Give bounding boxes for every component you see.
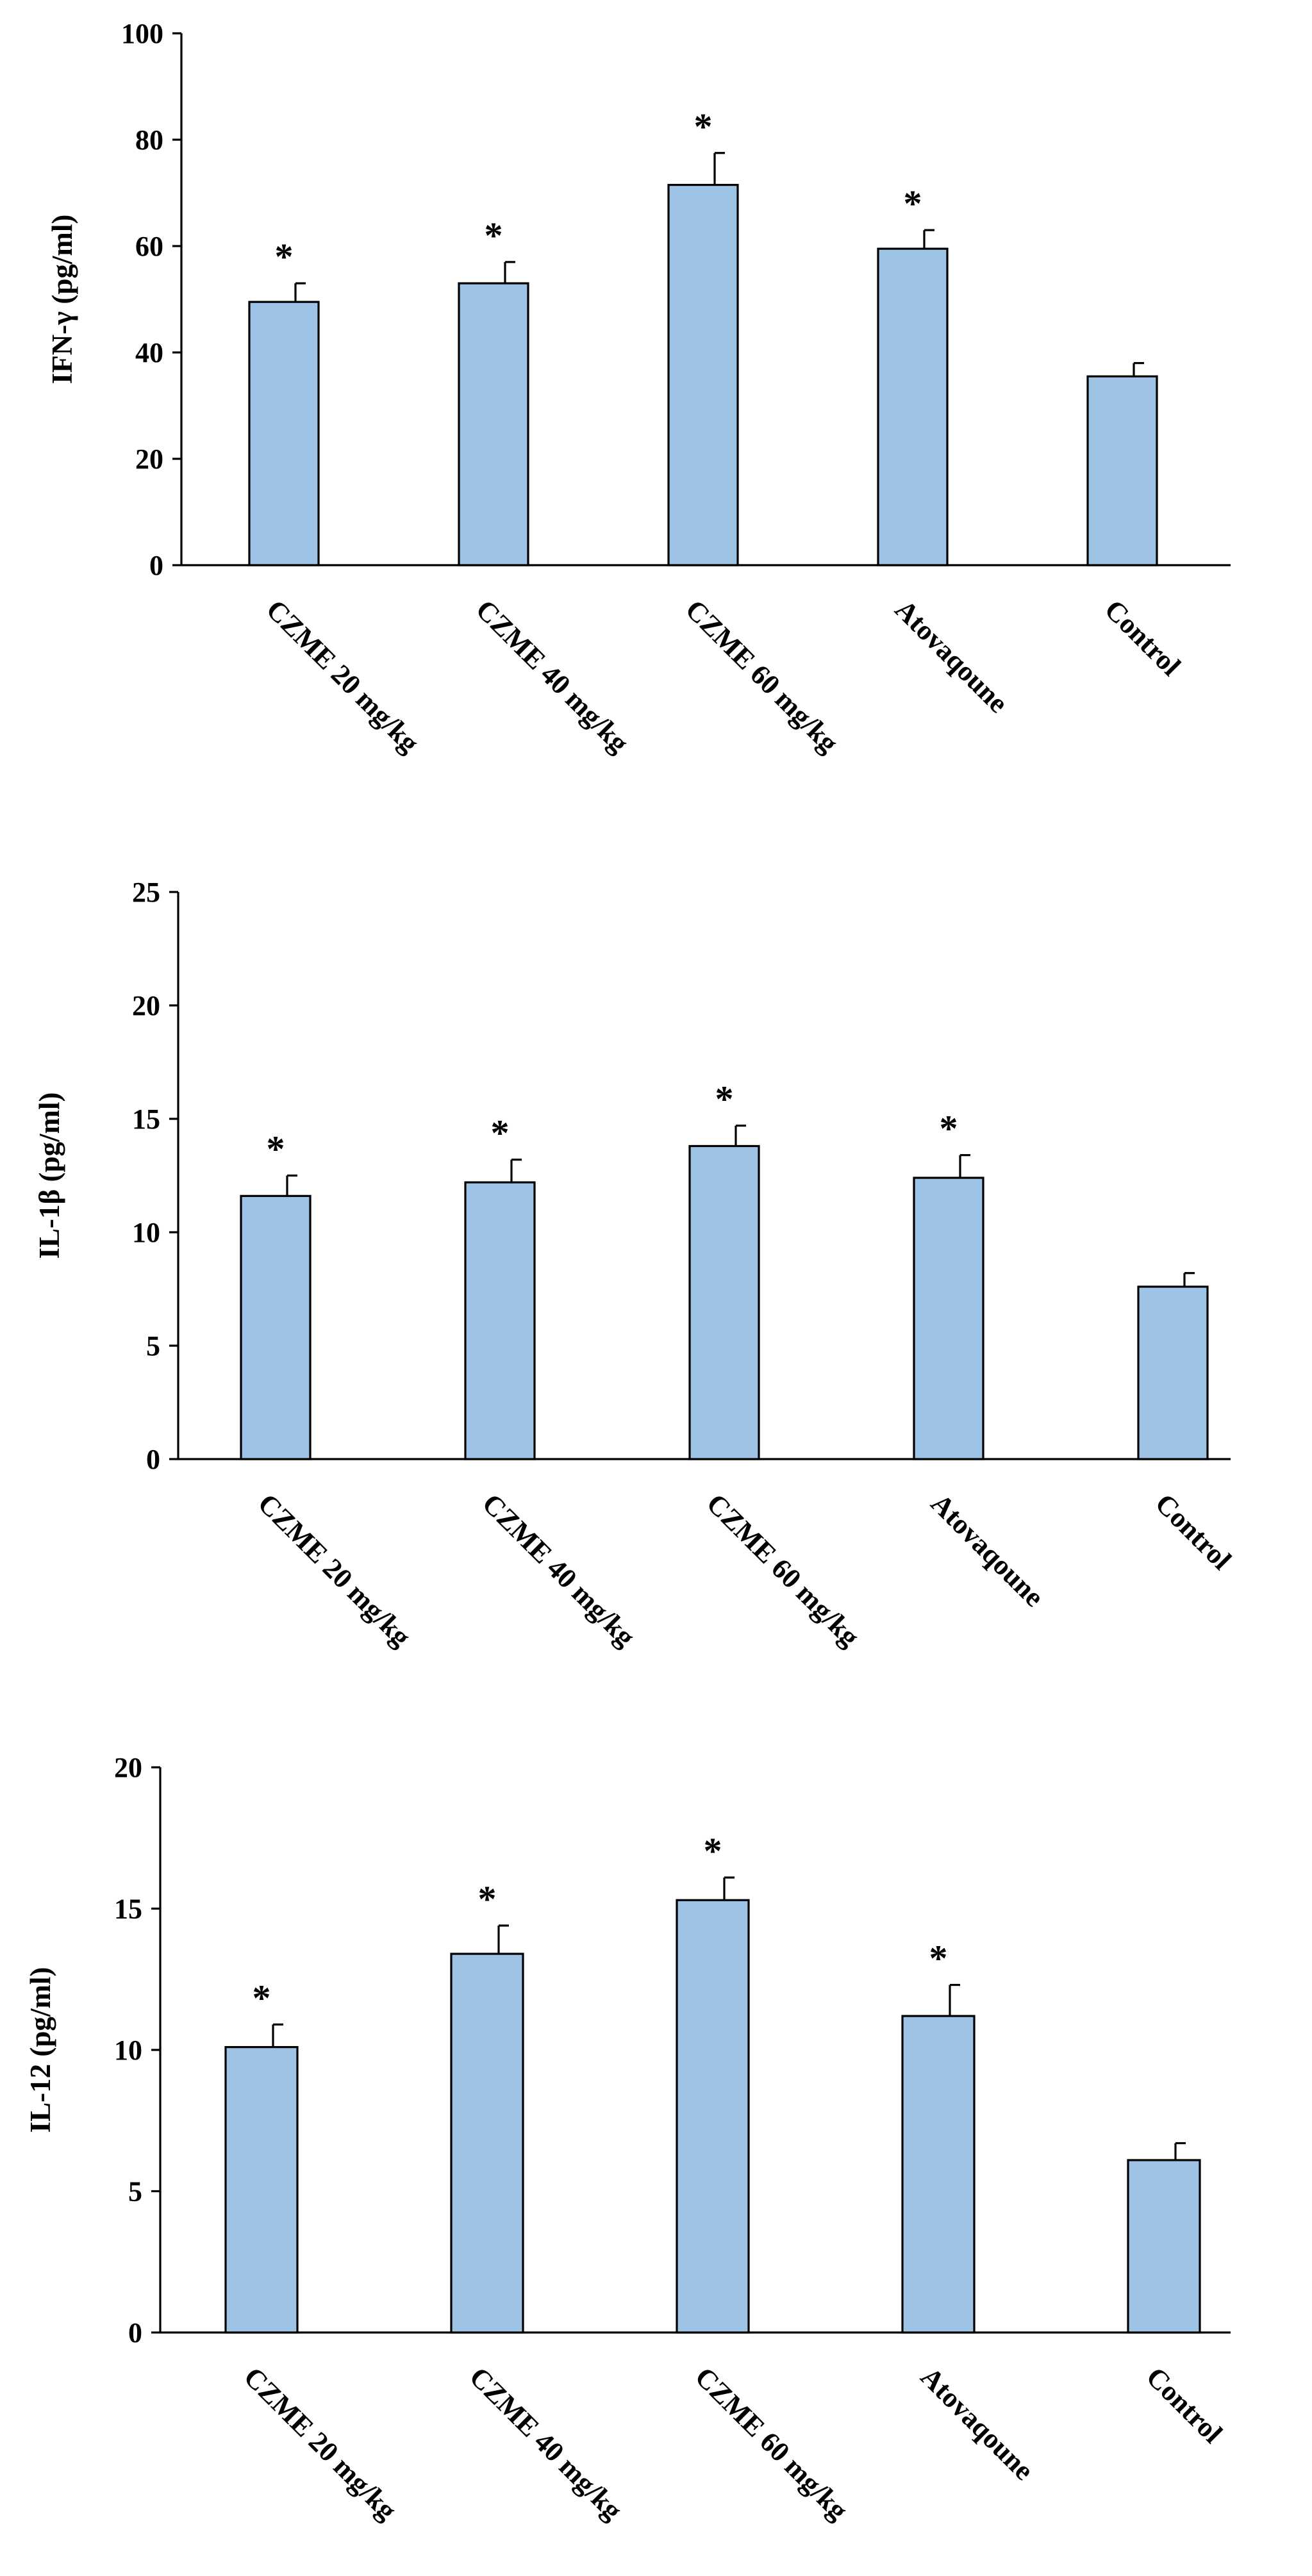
y-tick-label: 10 (132, 1217, 160, 1248)
significance-marker: * (929, 1938, 948, 1979)
bar (1137, 1285, 1209, 1460)
bar (248, 301, 320, 566)
significance-marker: * (485, 215, 503, 256)
x-tick-label: CZME 20 mg/kg (252, 1487, 417, 1653)
bar (224, 2045, 299, 2334)
significance-marker: * (491, 1112, 510, 1154)
significance-marker: * (478, 1878, 497, 1920)
x-tick-label: Control (1149, 1487, 1238, 1576)
chart-il-12: IL-12 (pg/ml) 0 5 10 15 20 * CZME 20 mg/kg * CZM… (24, 1752, 1231, 2526)
significance-marker: * (704, 1830, 722, 1872)
y-tick-label: 40 (135, 337, 163, 368)
y-tick-label: 0 (146, 1444, 160, 1475)
y-tick-label: 15 (132, 1103, 160, 1135)
bar (901, 2015, 976, 2334)
x-tick-label: CZME 40 mg/kg (476, 1487, 642, 1653)
significance-marker: * (253, 1977, 271, 2019)
x-tick-label: Atovaqoune (925, 1487, 1050, 1612)
y-tick-label: 10 (114, 2035, 142, 2066)
x-tick-label: CZME 40 mg/kg (463, 2361, 629, 2526)
y-tick-label: 25 (132, 877, 160, 908)
bar (676, 1899, 750, 2334)
y-tick-label: 5 (146, 1330, 160, 1362)
y-tick-label: 5 (128, 2176, 142, 2208)
bar (450, 1953, 524, 2334)
bar (464, 1181, 536, 1460)
y-tick-label: 20 (135, 443, 163, 475)
y-axis-label: IL-12 (pg/ml) (24, 1967, 56, 2133)
significance-marker: * (940, 1108, 958, 1150)
bar (1127, 2159, 1201, 2334)
bar (458, 282, 529, 566)
chart-il-1-beta: IL-1β (pg/ml) 0 5 10 15 20 25 * CZME 20 mg/kg * C… (33, 877, 1238, 1653)
significance-marker: * (267, 1128, 285, 1170)
y-axis-label: IL-1β (pg/ml) (33, 1093, 65, 1259)
significance-marker: * (275, 236, 294, 277)
bar (688, 1144, 760, 1460)
y-axis-label: IFN-γ (pg/ml) (46, 215, 78, 384)
x-tick-label: Control (1099, 593, 1187, 682)
x-tick-label: CZME 20 mg/kg (238, 2361, 403, 2526)
significance-marker: * (715, 1078, 734, 1120)
bar (1086, 375, 1158, 566)
significance-marker: * (904, 183, 922, 224)
y-tick-label: 15 (114, 1894, 142, 1925)
x-tick-label: CZME 60 mg/kg (679, 593, 845, 759)
y-tick-label: 80 (135, 124, 163, 156)
bar (240, 1194, 311, 1460)
x-tick-label: CZME 60 mg/kg (701, 1487, 866, 1653)
x-tick-label: CZME 60 mg/kg (689, 2361, 854, 2526)
x-tick-label: Atovaqoune (915, 2361, 1040, 2486)
bar (913, 1177, 984, 1460)
y-tick-label: 100 (121, 18, 163, 49)
x-tick-label: CZME 40 mg/kg (470, 593, 635, 759)
chart-ifn-gamma: IFN-γ (pg/ml) 0 20 40 60 80 100 * CZME 20 mg/kg… (46, 18, 1231, 759)
y-tick-label: 0 (149, 550, 163, 581)
x-tick-label: CZME 20 mg/kg (260, 593, 426, 759)
bar (667, 183, 739, 566)
x-tick-label: Control (1140, 2361, 1229, 2449)
y-tick-label: 60 (135, 231, 163, 262)
bar (877, 247, 949, 566)
y-tick-label: 0 (128, 2317, 142, 2349)
significance-marker: * (694, 106, 713, 147)
y-tick-label: 20 (114, 1752, 142, 1783)
y-tick-label: 20 (132, 990, 160, 1021)
x-tick-label: Atovaqoune (889, 593, 1014, 718)
